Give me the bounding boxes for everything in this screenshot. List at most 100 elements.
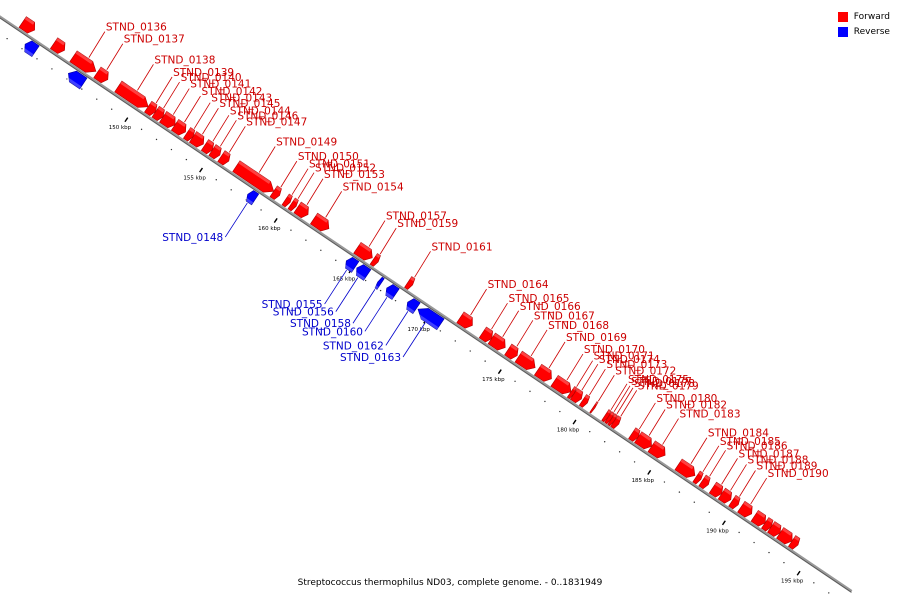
- reverse-gene[interactable]: [417, 308, 445, 331]
- gene-label-forward[interactable]: STND_0144: [230, 105, 291, 117]
- forward-gene[interactable]: [188, 131, 205, 148]
- gene-label-forward[interactable]: STND_0185: [720, 436, 781, 448]
- gene-label-forward[interactable]: STND_0189: [756, 460, 817, 472]
- forward-gene[interactable]: [478, 326, 494, 343]
- gene-label-forward[interactable]: STND_0184: [708, 428, 769, 440]
- forward-gene[interactable]: [708, 481, 724, 498]
- gene-label-forward[interactable]: STND_0190: [768, 468, 829, 480]
- gene-label-forward[interactable]: STND_0151: [309, 159, 370, 171]
- gene-label-reverse[interactable]: STND_0160: [302, 326, 363, 338]
- gene-label-forward[interactable]: STND_0139: [173, 67, 234, 79]
- forward-gene[interactable]: [281, 193, 293, 208]
- forward-gene[interactable]: [767, 521, 782, 537]
- forward-gene[interactable]: [533, 363, 552, 382]
- forward-gene[interactable]: [144, 100, 158, 116]
- reverse-gene[interactable]: [345, 256, 360, 273]
- gene-label-forward[interactable]: STND_0164: [488, 279, 549, 291]
- forward-gene[interactable]: [159, 110, 176, 129]
- gene-label-forward[interactable]: STND_0165: [508, 293, 569, 305]
- forward-gene[interactable]: [269, 185, 282, 200]
- gene-label-forward[interactable]: STND_0150: [298, 151, 359, 163]
- forward-gene[interactable]: [93, 66, 109, 84]
- forward-gene[interactable]: [647, 440, 666, 459]
- forward-gene[interactable]: [761, 517, 774, 532]
- gene-label-forward[interactable]: STND_0154: [343, 181, 404, 193]
- forward-gene[interactable]: [634, 431, 652, 450]
- forward-gene[interactable]: [487, 332, 506, 351]
- forward-gene[interactable]: [293, 201, 309, 219]
- forward-gene[interactable]: [151, 105, 165, 121]
- forward-gene[interactable]: [674, 458, 696, 478]
- gene-label-forward[interactable]: STND_0157: [386, 211, 447, 223]
- forward-gene[interactable]: [589, 401, 599, 414]
- gene-label-forward[interactable]: STND_0147: [246, 116, 307, 128]
- forward-gene[interactable]: [610, 415, 622, 429]
- forward-gene[interactable]: [232, 160, 275, 193]
- forward-gene[interactable]: [114, 80, 149, 108]
- gene-label-forward[interactable]: STND_0180: [656, 393, 717, 405]
- reverse-gene[interactable]: [385, 284, 400, 300]
- gene-label-reverse[interactable]: STND_0158: [290, 318, 351, 330]
- gene-label-forward[interactable]: STND_0170: [584, 344, 645, 356]
- gene-label-reverse[interactable]: STND_0155: [262, 299, 323, 311]
- forward-gene[interactable]: [604, 411, 615, 425]
- gene-label-forward[interactable]: STND_0141: [190, 79, 251, 91]
- forward-gene[interactable]: [698, 474, 711, 490]
- gene-label-forward[interactable]: STND_0159: [397, 218, 458, 230]
- forward-gene[interactable]: [309, 212, 330, 232]
- gene-label-forward[interactable]: STND_0149: [276, 137, 337, 149]
- gene-label-forward[interactable]: STND_0169: [566, 332, 627, 344]
- gene-label-forward[interactable]: STND_0177: [631, 376, 692, 388]
- forward-gene[interactable]: [18, 16, 36, 34]
- forward-gene[interactable]: [607, 413, 618, 427]
- forward-gene[interactable]: [200, 139, 215, 155]
- forward-gene[interactable]: [737, 500, 753, 518]
- reverse-gene[interactable]: [374, 276, 385, 290]
- gene-label-forward[interactable]: STND_0143: [211, 93, 272, 105]
- forward-gene[interactable]: [208, 144, 222, 160]
- gene-label-reverse[interactable]: STND_0162: [323, 340, 384, 352]
- gene-label-forward[interactable]: STND_0179: [638, 380, 699, 392]
- gene-label-forward[interactable]: STND_0138: [154, 54, 215, 66]
- gene-label-forward[interactable]: STND_0183: [680, 409, 741, 421]
- forward-gene[interactable]: [569, 388, 584, 404]
- forward-gene[interactable]: [353, 241, 373, 261]
- gene-label-forward[interactable]: STND_0146: [237, 110, 298, 122]
- reverse-gene[interactable]: [245, 190, 260, 206]
- forward-gene[interactable]: [550, 374, 572, 395]
- forward-gene[interactable]: [717, 487, 733, 504]
- forward-gene[interactable]: [601, 409, 612, 423]
- forward-gene[interactable]: [692, 470, 704, 485]
- forward-gene[interactable]: [750, 509, 767, 527]
- gene-label-forward[interactable]: STND_0137: [124, 34, 185, 46]
- forward-gene[interactable]: [182, 127, 196, 142]
- forward-gene[interactable]: [217, 150, 231, 166]
- gene-label-forward[interactable]: STND_0161: [432, 241, 493, 253]
- gene-label-forward[interactable]: STND_0173: [606, 359, 667, 371]
- gene-label-reverse[interactable]: STND_0156: [273, 307, 334, 319]
- reverse-gene[interactable]: [68, 70, 88, 90]
- forward-gene[interactable]: [287, 197, 299, 212]
- gene-label-forward[interactable]: STND_0188: [748, 454, 809, 466]
- gene-label-forward[interactable]: STND_0167: [534, 310, 595, 322]
- forward-gene[interactable]: [728, 494, 741, 510]
- gene-label-forward[interactable]: STND_0171: [594, 351, 655, 363]
- gene-label-forward[interactable]: STND_0174: [599, 354, 660, 366]
- gene-label-forward[interactable]: STND_0136: [106, 22, 167, 34]
- forward-gene[interactable]: [170, 118, 187, 136]
- gene-label-forward[interactable]: STND_0187: [739, 448, 800, 460]
- gene-label-forward[interactable]: STND_0142: [201, 86, 262, 98]
- forward-gene[interactable]: [566, 386, 578, 400]
- forward-gene[interactable]: [776, 527, 793, 545]
- forward-gene[interactable]: [49, 37, 66, 54]
- forward-gene[interactable]: [456, 311, 473, 329]
- gene-label-reverse[interactable]: STND_0163: [340, 352, 401, 364]
- gene-label-forward[interactable]: STND_0186: [727, 440, 788, 452]
- forward-gene[interactable]: [404, 276, 416, 290]
- forward-gene[interactable]: [369, 253, 381, 267]
- gene-label-forward[interactable]: STND_0172: [615, 365, 676, 377]
- gene-label-forward[interactable]: STND_0182: [666, 400, 727, 412]
- gene-label-forward[interactable]: STND_0166: [520, 301, 581, 313]
- gene-label-reverse[interactable]: STND_0148: [162, 232, 223, 244]
- forward-gene[interactable]: [578, 394, 591, 408]
